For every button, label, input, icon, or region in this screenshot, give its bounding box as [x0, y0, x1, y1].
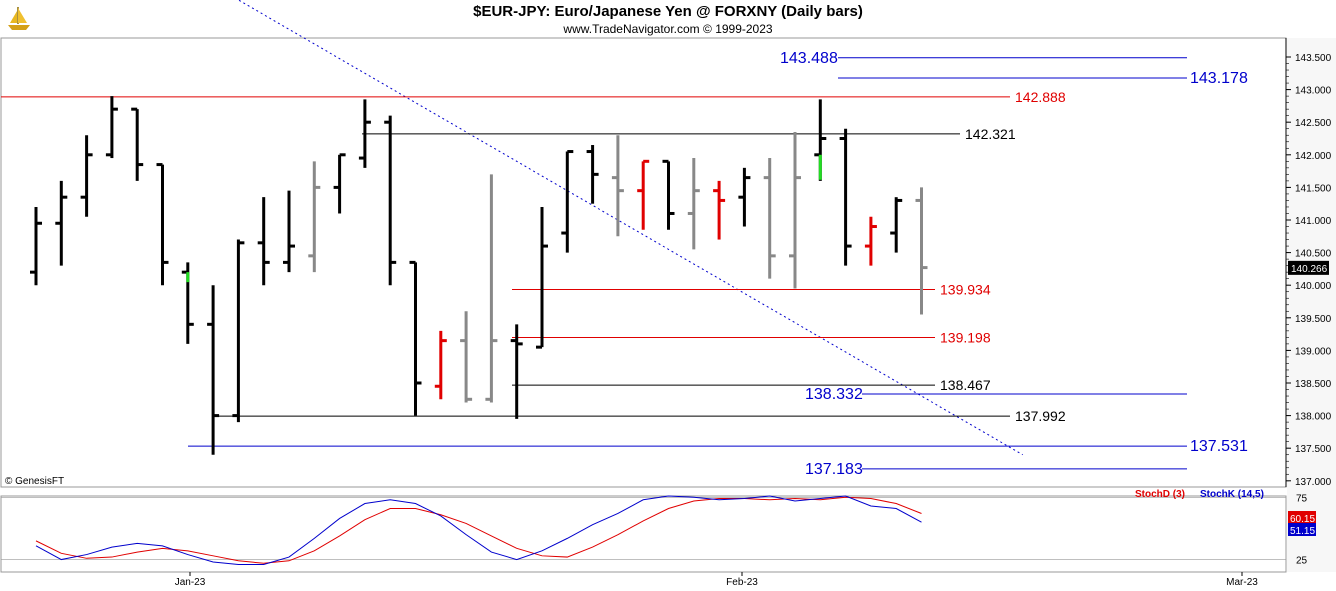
ohlc-bar [358, 99, 371, 168]
ohlc-bar [637, 159, 650, 230]
trendline [237, 0, 1023, 456]
ohlc-bar [763, 158, 776, 279]
y-tick-label: 139.000 [1295, 346, 1332, 357]
price-level-label: 142.888 [1015, 89, 1066, 105]
ohlc-bar [789, 131, 801, 289]
trendline-segment [237, 0, 1023, 456]
stoch-last-box [1288, 511, 1316, 524]
y-tick-label: 140.000 [1295, 281, 1332, 292]
ohlc-bar [80, 135, 93, 217]
ohlc-bar [460, 311, 473, 403]
ohlc-bar [181, 262, 194, 344]
stoch-last-label: 51.15 [1290, 526, 1315, 537]
y-tick-label: 143.500 [1295, 53, 1332, 64]
ohlc-bar [156, 163, 169, 286]
x-tick-label: Feb-23 [726, 577, 758, 588]
y-tick-label: 137.000 [1295, 477, 1332, 488]
y-tick-label: 142.000 [1295, 151, 1332, 162]
ohlc-bar [30, 206, 42, 286]
y-tick-label: 143.000 [1295, 86, 1332, 97]
stoch-last-box [1288, 523, 1316, 536]
stoch-tick-label: 75 [1296, 493, 1308, 504]
ohlc-bar [687, 158, 700, 250]
ohlc-bar [257, 197, 270, 286]
date-axis: Jan-23 Feb-23 Mar-23 [175, 572, 1258, 588]
chart-subtitle: www.TradeNavigator.com © 1999-2023 [563, 22, 773, 36]
price-levels: 143.488 143.178 142.888 142.321 139.934 139.1… [1, 50, 1248, 478]
y-tick-label: 142.500 [1295, 118, 1332, 129]
price-level-label: 138.467 [940, 377, 991, 393]
stoch-d-legend: StochD (3) [1135, 489, 1185, 500]
price-level-label: 142.321 [965, 126, 1016, 142]
price-level-label: 143.178 [1190, 70, 1248, 87]
stoch-d-line [35, 496, 922, 564]
y-tick-label: 139.500 [1295, 314, 1332, 325]
price-level-label: 137.183 [805, 461, 863, 478]
y-tick-label: 138.000 [1295, 412, 1332, 423]
sailing-ship-logo [8, 7, 30, 30]
stoch-last-label: 60.15 [1290, 514, 1315, 525]
ohlc-bar [207, 285, 220, 455]
price-level-label: 143.488 [780, 50, 838, 67]
ohlc-bar [384, 115, 397, 286]
ohlc-bar [434, 330, 447, 400]
ohlc-bar [105, 96, 118, 159]
last-price-label: 140.266 [1291, 264, 1328, 275]
ohlc-bar [485, 174, 498, 403]
ohlc-bar [131, 107, 144, 181]
copyright-label: © GenesisFT [5, 476, 64, 487]
ohlc-bar [409, 260, 422, 416]
price-level-label: 137.992 [1015, 408, 1066, 424]
price-level-label: 139.934 [940, 282, 991, 298]
y-tick-label: 138.500 [1295, 379, 1332, 390]
ohlc-bar [611, 135, 624, 237]
stoch-k-legend: StochK (14,5) [1200, 489, 1264, 500]
ohlc-bar [915, 187, 928, 315]
price-bars [30, 96, 928, 455]
ohlc-bar [308, 161, 321, 273]
ohlc-bar [738, 167, 751, 227]
stoch-k-line [35, 495, 922, 566]
ohlc-bar [662, 159, 675, 230]
ohlc-bar [890, 197, 903, 253]
ohlc-bar [814, 99, 827, 181]
stoch-tick-label: 25 [1296, 556, 1308, 567]
ohlc-bar [333, 153, 346, 214]
ohlc-bar [586, 145, 599, 204]
chart-title: $EUR-JPY: Euro/Japanese Yen @ FORXNY (Da… [473, 3, 863, 20]
ohlc-bar [232, 239, 245, 423]
axis-background [1287, 38, 1336, 572]
price-level-label: 138.332 [805, 386, 863, 403]
ohlc-bar [864, 216, 877, 266]
ohlc-bar [283, 190, 295, 273]
ohlc-bar [510, 324, 523, 419]
last-price-box [1288, 260, 1329, 275]
x-tick-label: Jan-23 [175, 577, 206, 588]
price-panel-border [0, 37, 1287, 488]
y-tick-label: 141.500 [1295, 183, 1332, 194]
y-tick-label: 141.000 [1295, 216, 1332, 227]
price-axis: 143.500 143.000 142.500 142.000 141.500 141.0… [1285, 38, 1332, 488]
price-level-label: 139.198 [940, 329, 991, 345]
y-tick-label: 140.500 [1295, 249, 1332, 260]
x-tick-label: Mar-23 [1226, 577, 1258, 588]
ohlc-bar [713, 180, 726, 240]
ohlc-bar [536, 206, 548, 349]
chart-header: $EUR-JPY: Euro/Japanese Yen @ FORXNY (Da… [0, 0, 1336, 38]
ohlc-bar [561, 150, 574, 253]
stoch-panel-border [0, 495, 1287, 573]
y-tick-label: 137.500 [1295, 444, 1332, 455]
price-level-label: 137.531 [1190, 438, 1248, 455]
ohlc-bar [55, 180, 68, 266]
ohlc-bar [839, 128, 852, 266]
chart-frame [0, 37, 1336, 573]
